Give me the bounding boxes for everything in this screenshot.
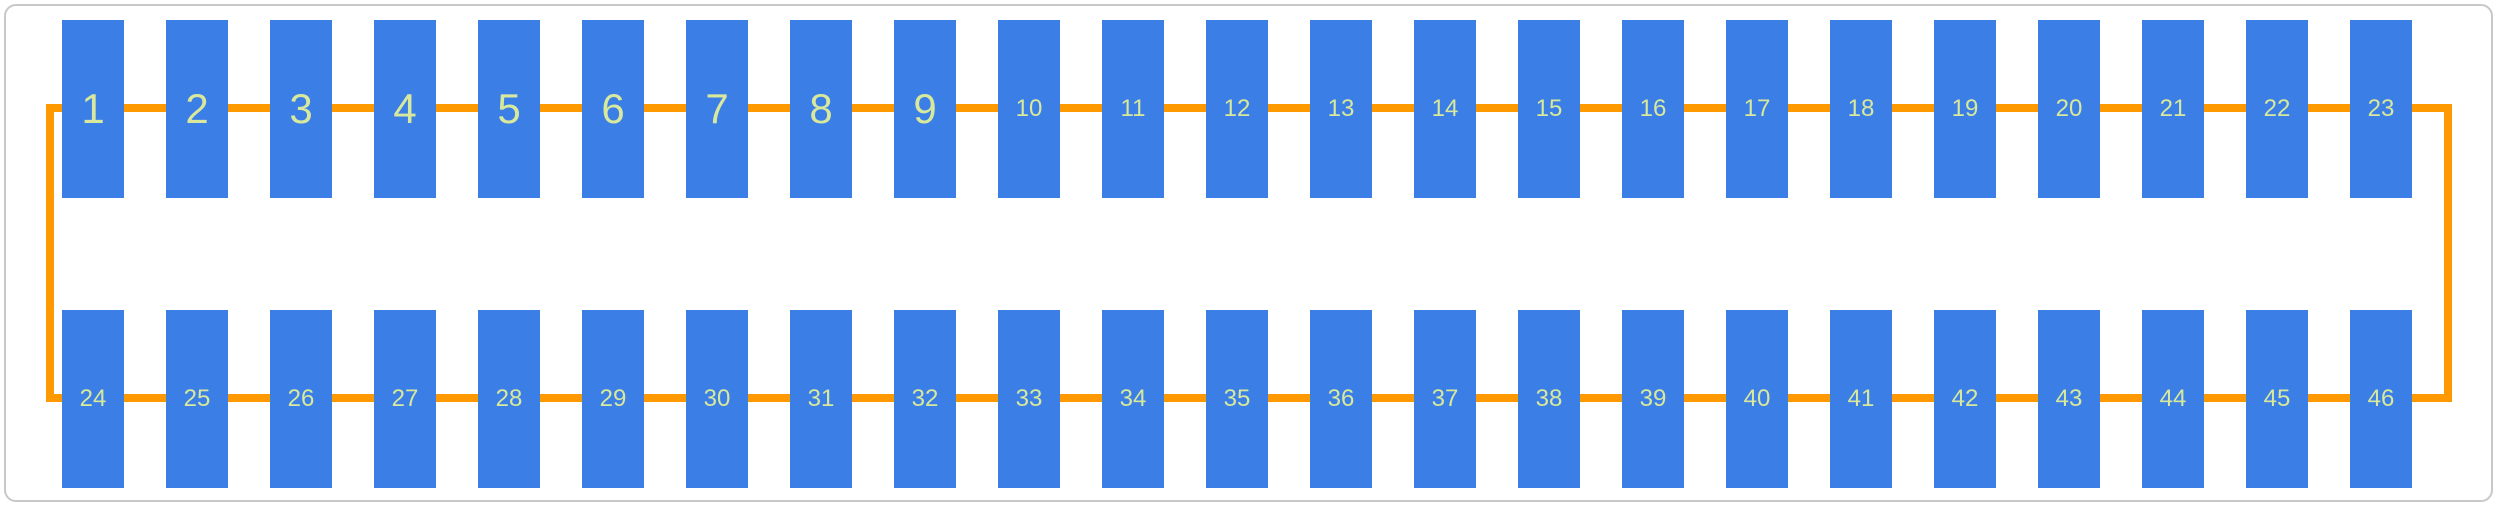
connector-right [2444,104,2452,402]
pad-20: 20 [2038,20,2100,198]
pad-label-24: 24 [80,387,107,411]
pad-46: 46 [2350,310,2412,488]
pad-label-46: 46 [2368,387,2395,411]
pad-label-15: 15 [1536,97,1563,121]
pad-label-9: 9 [913,88,936,130]
pad-label-36: 36 [1328,387,1355,411]
connector-left [46,104,54,402]
pad-label-4: 4 [393,88,416,130]
pad-1: 1 [62,20,124,198]
pad-label-10: 10 [1016,97,1043,121]
pad-34: 34 [1102,310,1164,488]
pad-33: 33 [998,310,1060,488]
pad-label-41: 41 [1848,387,1875,411]
pad-6: 6 [582,20,644,198]
pad-19: 19 [1934,20,1996,198]
pad-label-45: 45 [2264,387,2291,411]
pad-label-13: 13 [1328,97,1355,121]
pad-13: 13 [1310,20,1372,198]
pad-3: 3 [270,20,332,198]
pad-label-27: 27 [392,387,419,411]
pad-27: 27 [374,310,436,488]
pad-label-18: 18 [1848,97,1875,121]
pad-30: 30 [686,310,748,488]
pad-label-17: 17 [1744,97,1771,121]
pad-10: 10 [998,20,1060,198]
pad-2: 2 [166,20,228,198]
pad-17: 17 [1726,20,1788,198]
pad-36: 36 [1310,310,1372,488]
pad-14: 14 [1414,20,1476,198]
pad-15: 15 [1518,20,1580,198]
pad-39: 39 [1622,310,1684,488]
pad-8: 8 [790,20,852,198]
pad-label-26: 26 [288,387,315,411]
pad-25: 25 [166,310,228,488]
pad-24: 24 [62,310,124,488]
pad-35: 35 [1206,310,1268,488]
pad-label-21: 21 [2160,97,2187,121]
pad-label-34: 34 [1120,387,1147,411]
pad-label-39: 39 [1640,387,1667,411]
pad-22: 22 [2246,20,2308,198]
pad-38: 38 [1518,310,1580,488]
pad-label-25: 25 [184,387,211,411]
pad-label-44: 44 [2160,387,2187,411]
pad-label-35: 35 [1224,387,1251,411]
pad-label-40: 40 [1744,387,1771,411]
pad-label-30: 30 [704,387,731,411]
pad-28: 28 [478,310,540,488]
pad-label-2: 2 [185,88,208,130]
pad-label-7: 7 [705,88,728,130]
pad-16: 16 [1622,20,1684,198]
footprint-canvas: 1234567891011121314151617181920212223242… [0,0,2497,507]
pad-43: 43 [2038,310,2100,488]
pad-40: 40 [1726,310,1788,488]
pad-41: 41 [1830,310,1892,488]
pad-4: 4 [374,20,436,198]
pad-5: 5 [478,20,540,198]
pad-label-33: 33 [1016,387,1043,411]
pad-label-22: 22 [2264,97,2291,121]
pad-label-29: 29 [600,387,627,411]
pad-31: 31 [790,310,852,488]
pad-21: 21 [2142,20,2204,198]
pad-23: 23 [2350,20,2412,198]
pad-label-20: 20 [2056,97,2083,121]
pad-45: 45 [2246,310,2308,488]
pad-label-3: 3 [289,88,312,130]
pad-label-16: 16 [1640,97,1667,121]
pad-11: 11 [1102,20,1164,198]
pad-26: 26 [270,310,332,488]
pad-label-14: 14 [1432,97,1459,121]
pad-37: 37 [1414,310,1476,488]
pad-label-38: 38 [1536,387,1563,411]
pad-18: 18 [1830,20,1892,198]
pad-7: 7 [686,20,748,198]
pad-label-23: 23 [2368,97,2395,121]
pad-label-8: 8 [809,88,832,130]
pad-label-42: 42 [1952,387,1979,411]
pad-label-6: 6 [601,88,624,130]
pad-32: 32 [894,310,956,488]
pad-label-31: 31 [808,387,835,411]
pad-label-37: 37 [1432,387,1459,411]
pad-9: 9 [894,20,956,198]
pad-42: 42 [1934,310,1996,488]
pad-44: 44 [2142,310,2204,488]
pad-label-1: 1 [81,88,104,130]
pad-label-28: 28 [496,387,523,411]
pad-29: 29 [582,310,644,488]
pad-12: 12 [1206,20,1268,198]
pad-label-32: 32 [912,387,939,411]
pad-label-43: 43 [2056,387,2083,411]
pad-label-12: 12 [1224,97,1251,121]
pad-label-11: 11 [1121,97,1146,121]
pad-label-19: 19 [1952,97,1979,121]
pad-label-5: 5 [497,88,520,130]
